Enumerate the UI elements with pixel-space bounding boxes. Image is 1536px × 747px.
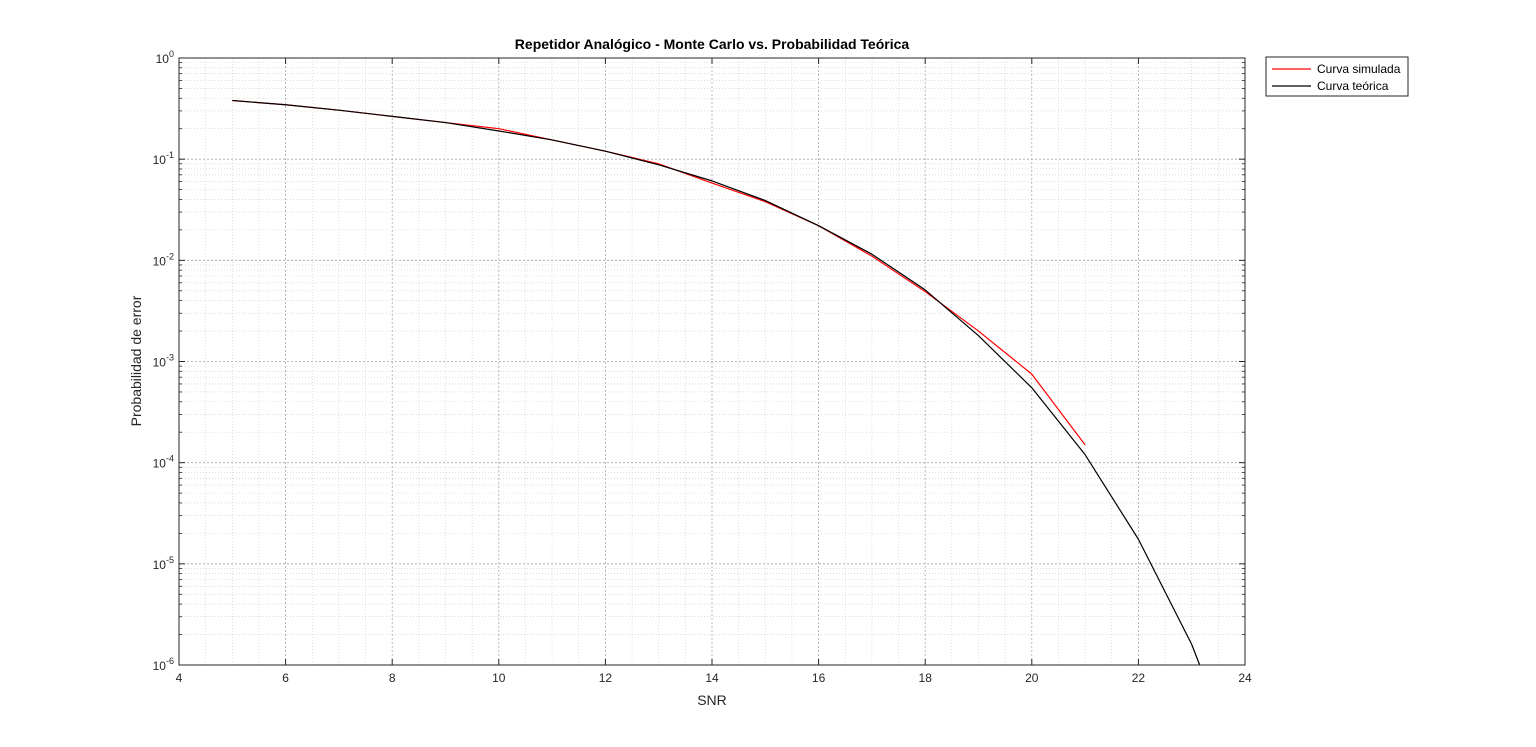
legend-label-simulada: Curva simulada	[1317, 62, 1401, 76]
x-tick-label: 8	[389, 671, 396, 685]
x-tick-label: 6	[282, 671, 289, 685]
x-tick-labels: 4 6 8 10 12 14 16 18 20 22 24	[176, 671, 1252, 685]
y-tick-label: 10-5	[153, 555, 174, 572]
y-tick-label: 10-1	[153, 150, 174, 167]
y-tick-label: 10-2	[153, 251, 174, 268]
x-tick-label: 18	[919, 671, 933, 685]
series-line-teorica	[232, 99, 1201, 666]
legend-label-teorica: Curva teórica	[1317, 79, 1389, 93]
x-tick-label: 4	[176, 671, 183, 685]
legend: Curva simulada Curva teórica	[1265, 56, 1409, 97]
x-tick-label: 20	[1025, 671, 1039, 685]
y-axis-label: Probabilidad de error	[128, 295, 144, 426]
y-tick-label: 100	[156, 49, 174, 66]
series-layer	[232, 99, 1201, 666]
x-axis-label: SNR	[697, 692, 727, 708]
legend-box	[1265, 56, 1409, 97]
y-tick-label: 10-4	[153, 454, 174, 471]
chart-title: Repetidor Analógico - Monte Carlo vs. Pr…	[515, 36, 910, 52]
x-tick-label: 22	[1132, 671, 1146, 685]
y-tick-labels: 100 10-1 10-2 10-3 10-4 10-5 10-6	[153, 49, 174, 673]
y-tick-label: 10-3	[153, 353, 174, 370]
x-tick-label: 24	[1238, 671, 1252, 685]
x-tick-label: 12	[599, 671, 613, 685]
x-tick-label: 16	[812, 671, 826, 685]
y-tick-label: 10-6	[153, 656, 174, 673]
x-tick-label: 10	[492, 671, 506, 685]
x-tick-label: 14	[705, 671, 719, 685]
tick-marks	[178, 57, 1246, 666]
